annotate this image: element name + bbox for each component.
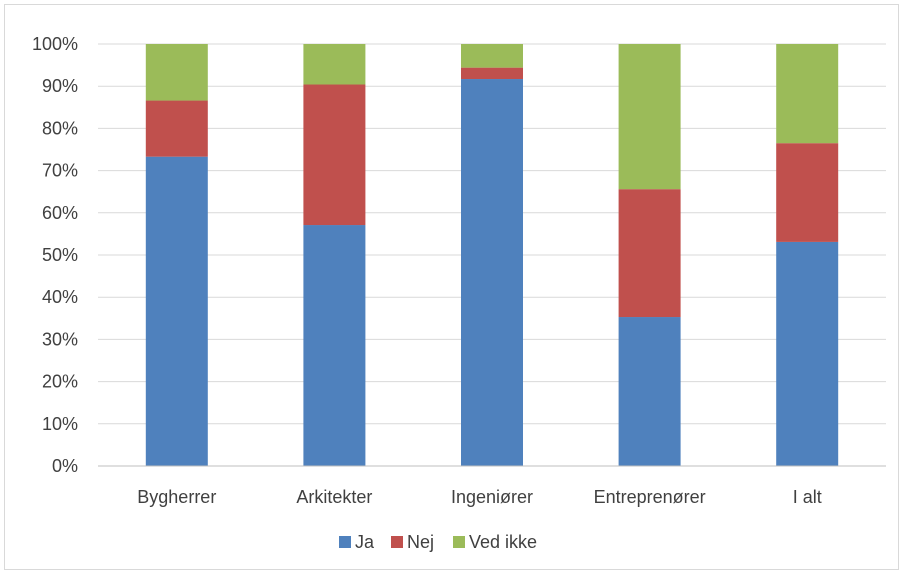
bar-segment-ja <box>303 225 366 466</box>
bar-segment-ja <box>618 317 681 466</box>
y-tick-label: 90% <box>42 76 78 96</box>
bar-segment-ja <box>461 79 523 466</box>
y-tick-label: 50% <box>42 245 78 265</box>
bar-segment-ja <box>776 241 839 466</box>
y-tick-label: 100% <box>32 34 78 54</box>
bar-segment-ved-ikke <box>303 44 366 85</box>
y-tick-label: 70% <box>42 161 78 181</box>
x-tick-label: Arkitekter <box>296 487 372 507</box>
legend-label: Ved ikke <box>469 532 537 552</box>
bar-segment-nej <box>303 84 366 226</box>
y-tick-label: 20% <box>42 372 78 392</box>
y-tick-label: 40% <box>42 287 78 307</box>
x-tick-label: Bygherrer <box>137 487 216 507</box>
legend-swatch <box>339 536 351 548</box>
y-tick-label: 10% <box>42 414 78 434</box>
bar-segment-nej <box>776 143 839 242</box>
bars <box>145 44 839 466</box>
legend-swatch <box>453 536 465 548</box>
x-axis: Bygherrer Arkitekter Ingeniører Entreprenør… <box>98 465 886 507</box>
bar-segment-ved-ikke <box>461 44 523 68</box>
y-tick-label: 80% <box>42 118 78 138</box>
bar-segment-ved-ikke <box>145 44 208 101</box>
y-axis: 0% 10% 20% 30% 40% 50% 60% 70% 80% 90% 100% <box>32 34 78 476</box>
y-tick-label: 0% <box>52 456 78 476</box>
bar-segment-nej <box>618 189 681 318</box>
bar-segment-ja <box>145 156 208 466</box>
x-tick-label: Ingeniører <box>451 487 533 507</box>
x-tick-label: I alt <box>793 487 822 507</box>
legend-swatch <box>391 536 403 548</box>
legend: Ja Nej Ved ikke <box>339 532 537 552</box>
y-tick-label: 30% <box>42 329 78 349</box>
bar-segment-nej <box>145 100 208 157</box>
y-tick-label: 60% <box>42 203 78 223</box>
bar-segment-nej <box>461 67 523 80</box>
legend-label: Nej <box>407 532 434 552</box>
bar-segment-ved-ikke <box>776 44 839 144</box>
x-tick-label: Entreprenører <box>594 487 706 507</box>
bar-segment-ved-ikke <box>618 44 681 190</box>
legend-label: Ja <box>355 532 375 552</box>
